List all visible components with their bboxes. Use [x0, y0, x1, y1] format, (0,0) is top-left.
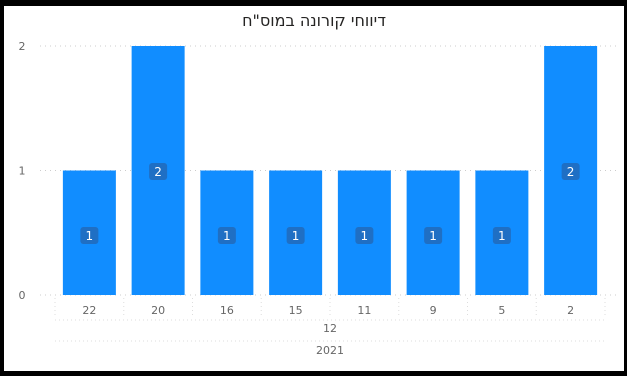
chart-frame: דיווחי קורונה במוס"ח 0 1 2 1 22 2 20 1 16 1 15 1 11 1…	[4, 6, 624, 371]
data-label-badge	[149, 163, 168, 180]
data-label: 1	[292, 229, 300, 243]
y-tick-label: 0	[19, 289, 26, 302]
data-label-badge	[561, 163, 580, 180]
x-group-year-label: 2021	[316, 344, 344, 357]
x-tick-label: 16	[220, 304, 234, 317]
data-label: 1	[223, 229, 231, 243]
y-tick-label: 2	[19, 40, 26, 53]
data-label-badge	[286, 227, 305, 244]
y-tick-label: 1	[19, 165, 26, 178]
data-label: 1	[361, 229, 369, 243]
data-label: 2	[567, 165, 575, 179]
x-tick-label: 20	[151, 304, 165, 317]
data-label: 1	[86, 229, 94, 243]
data-label-badge	[424, 227, 443, 244]
x-tick-label: 9	[430, 304, 437, 317]
x-tick-label: 11	[357, 304, 371, 317]
x-tick-label: 5	[498, 304, 505, 317]
x-group-month-label: 12	[323, 322, 337, 335]
data-label: 1	[429, 229, 437, 243]
x-tick-label: 22	[82, 304, 96, 317]
data-label-badge	[355, 227, 374, 244]
x-tick-label: 15	[289, 304, 303, 317]
data-label: 1	[498, 229, 506, 243]
chart-title: דיווחי קורונה במוס"ח	[242, 11, 386, 30]
x-tick-label: 2	[567, 304, 574, 317]
data-label-badge	[492, 227, 511, 244]
data-label-badge	[217, 227, 236, 244]
data-label-badge	[80, 227, 99, 244]
data-label: 2	[154, 165, 162, 179]
